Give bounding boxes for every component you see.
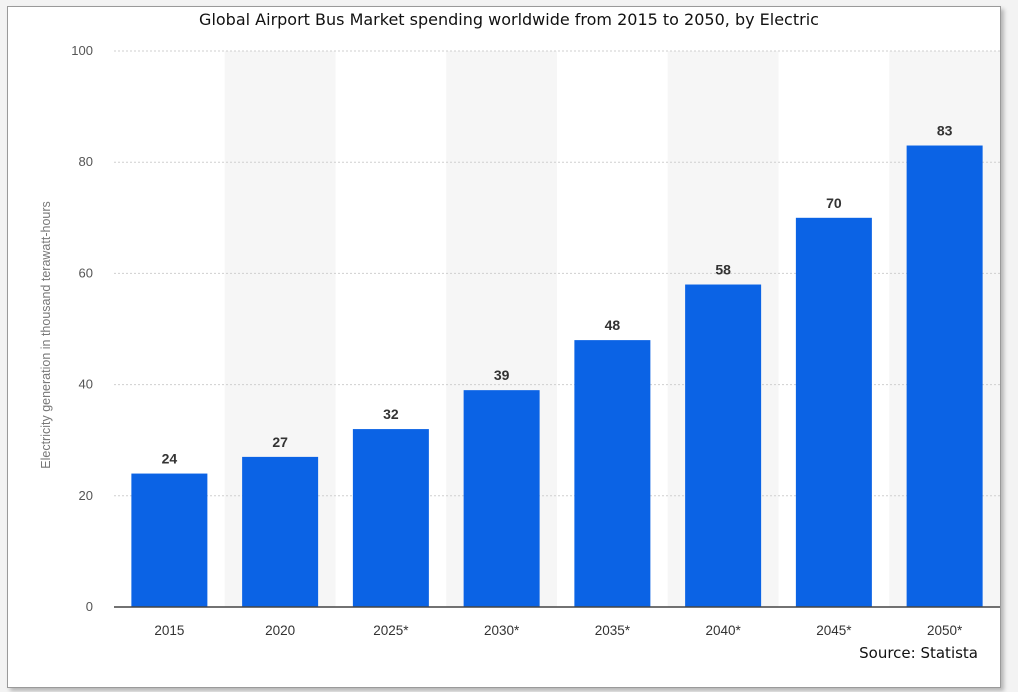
- data-label: 58: [715, 262, 731, 278]
- bar: [685, 284, 762, 607]
- bar: [131, 473, 208, 607]
- data-label: 48: [605, 317, 621, 333]
- x-tick-label: 2025*: [373, 623, 409, 638]
- x-tick-label: 2015: [154, 623, 184, 638]
- y-tick-label: 60: [79, 265, 93, 280]
- bar: [242, 456, 319, 607]
- bar: [463, 390, 540, 607]
- bar: [574, 340, 651, 607]
- x-tick-label: 2040*: [705, 623, 741, 638]
- data-label: 24: [162, 451, 178, 467]
- data-label: 39: [494, 367, 510, 383]
- data-label: 32: [383, 406, 399, 422]
- x-tick-label: 2035*: [595, 623, 631, 638]
- y-tick-label: 80: [79, 154, 93, 169]
- x-tick-label: 2020: [265, 623, 295, 638]
- data-label: 83: [937, 123, 953, 139]
- data-label: 27: [272, 434, 288, 450]
- y-tick-label: 20: [79, 488, 93, 503]
- bar: [906, 145, 983, 607]
- y-tick-label: 0: [86, 599, 93, 614]
- bar: [352, 429, 429, 607]
- bar: [795, 217, 872, 608]
- x-tick-label: 2045*: [816, 623, 852, 638]
- y-tick-label: 100: [71, 43, 93, 58]
- x-tick-label: 2030*: [484, 623, 520, 638]
- data-label: 70: [826, 195, 842, 211]
- x-tick-label: 2050*: [927, 623, 963, 638]
- y-tick-label: 40: [79, 377, 93, 392]
- source-note: Source: Statista: [859, 644, 978, 662]
- y-axis-label: Electricity generation in thousand teraw…: [39, 201, 53, 469]
- chart-title: Global Airport Bus Market spending world…: [199, 10, 819, 29]
